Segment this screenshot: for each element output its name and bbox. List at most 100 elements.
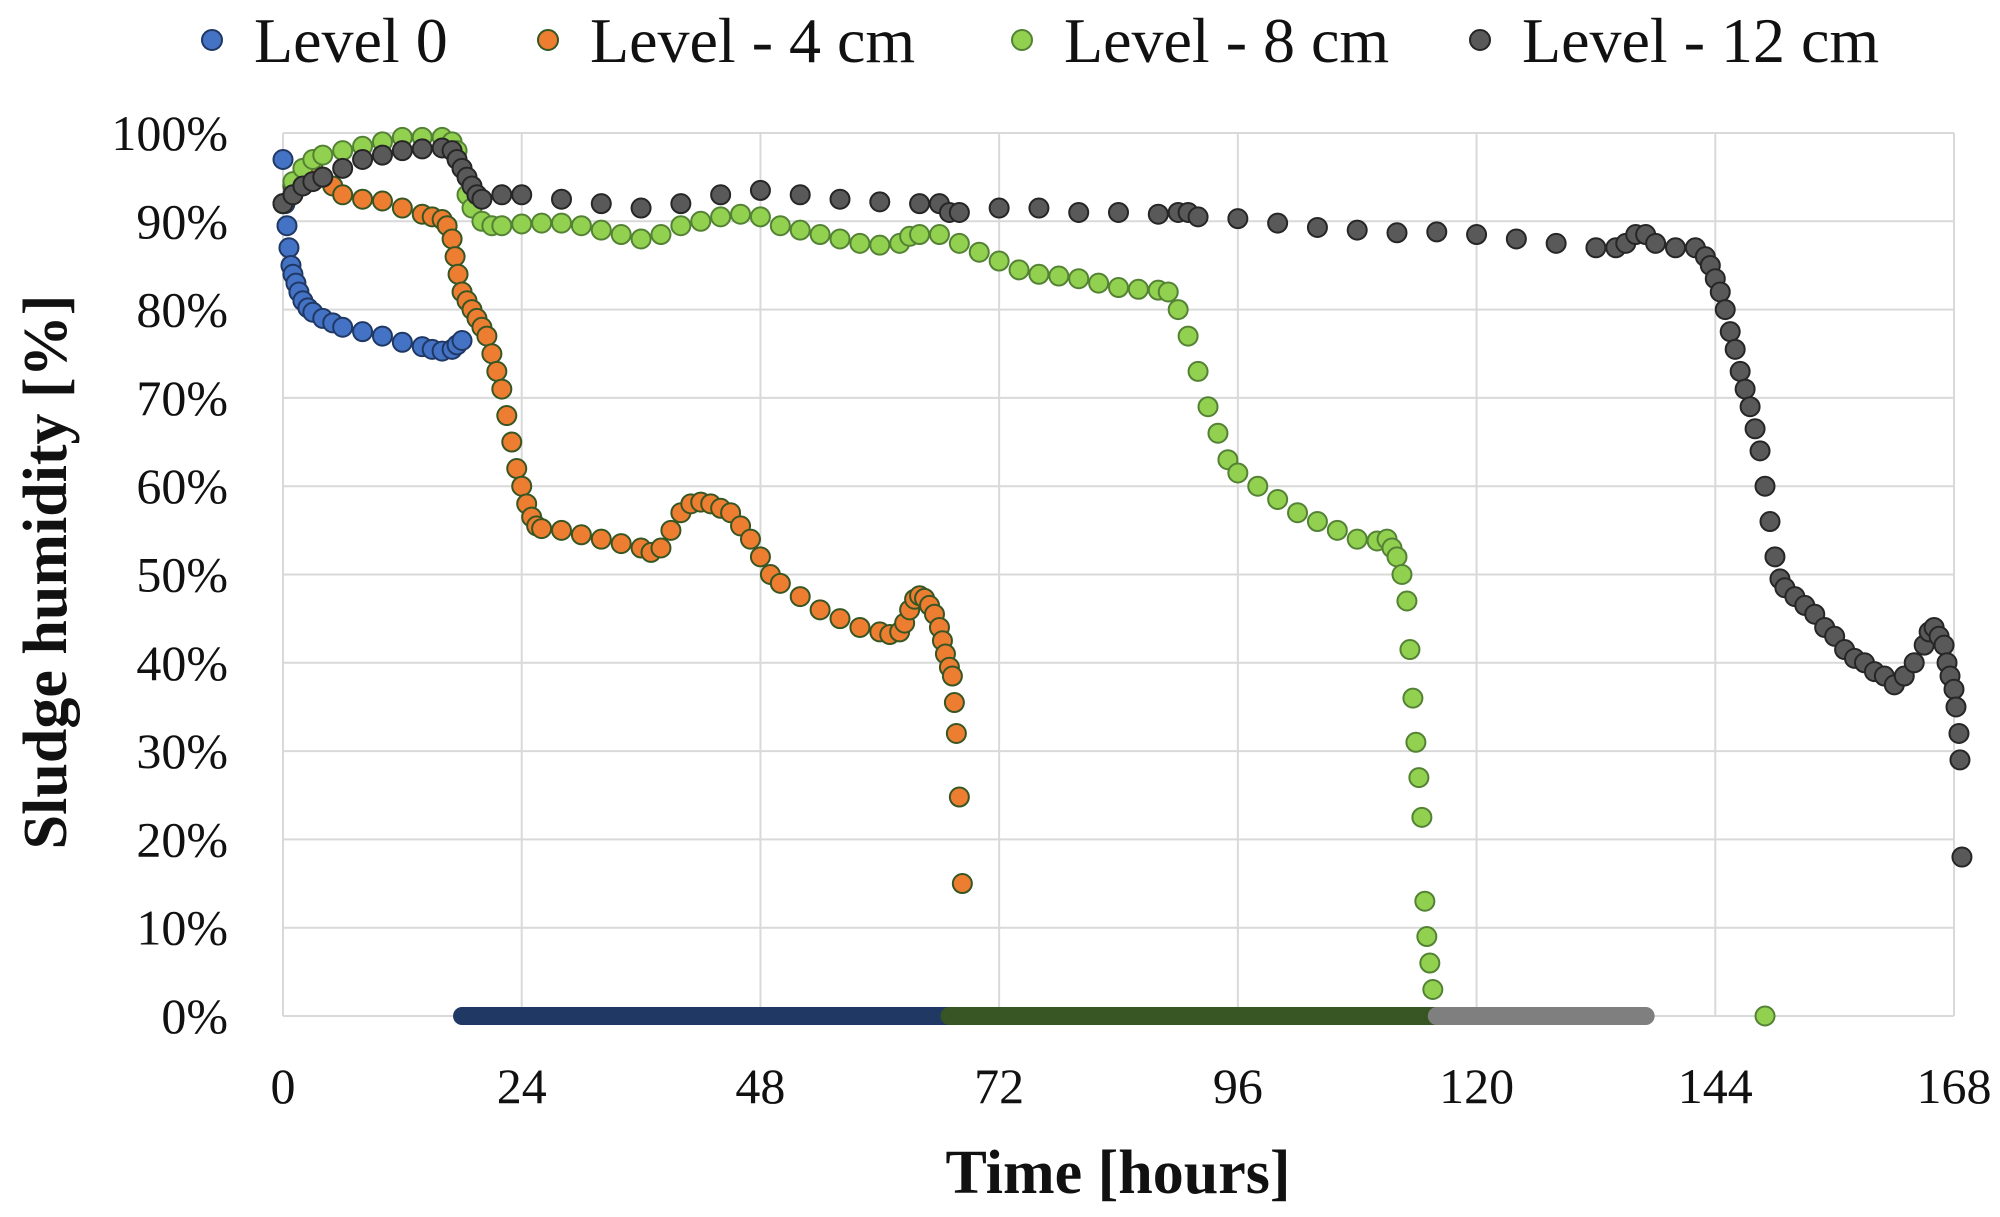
data-point [476, 325, 498, 347]
data-point [1724, 338, 1746, 360]
data-point [1744, 418, 1766, 440]
data-point [570, 215, 592, 237]
data-point [749, 206, 771, 228]
data-point [1665, 237, 1686, 259]
data-point [486, 360, 508, 382]
legend-label: Level - 8 cm [1064, 5, 1389, 76]
data-point [1267, 488, 1289, 510]
data-point [829, 228, 851, 250]
data-point [1903, 652, 1925, 674]
data-point [1227, 208, 1249, 230]
data-point [730, 203, 752, 225]
data-point [1287, 502, 1309, 524]
data-point [1227, 462, 1249, 484]
data-point [670, 193, 692, 215]
data-point [1391, 564, 1413, 585]
data-point [988, 197, 1010, 219]
data-point [610, 224, 632, 246]
x-tick-label: 144 [1678, 1058, 1753, 1114]
x-tick-label: 72 [974, 1058, 1024, 1114]
data-point [660, 519, 682, 541]
data-point [1386, 222, 1408, 244]
data-point [1405, 731, 1427, 753]
legend-label: Level - 4 cm [590, 5, 915, 76]
data-point [909, 193, 931, 215]
data-point [943, 692, 965, 714]
data-point [1951, 846, 1973, 868]
legend-label: Level - 12 cm [1522, 5, 1879, 76]
legend-item-level-8-cm: Level - 8 cm [1011, 5, 1389, 76]
x-tick-label: 48 [735, 1058, 785, 1114]
data-point [1399, 639, 1421, 661]
data-point [749, 546, 771, 568]
data-point [809, 224, 831, 246]
data-point [1187, 206, 1209, 228]
data-point [1754, 1005, 1776, 1027]
data-point [352, 321, 374, 343]
y-tick-label: 50% [136, 547, 228, 603]
data-point [1346, 219, 1368, 241]
data-point [951, 873, 973, 895]
data-point [551, 519, 572, 541]
data-point [710, 206, 732, 228]
data-point [1945, 696, 1967, 718]
data-point [945, 722, 967, 744]
data-point [1068, 201, 1090, 223]
data-point [332, 316, 354, 338]
data-point [391, 140, 413, 162]
data-point [1306, 216, 1328, 238]
data-point [1734, 378, 1756, 400]
legend-marker [201, 29, 223, 51]
data-point [670, 215, 692, 237]
data-point [1585, 237, 1607, 259]
data-point [391, 331, 413, 353]
data-point [829, 188, 851, 210]
data-point [928, 224, 950, 246]
data-point [1167, 299, 1189, 321]
x-axis-tick-labels: 0 24 48 72 96 120 144 168 [271, 1058, 1992, 1114]
x-tick-label: 24 [497, 1058, 547, 1114]
data-point [749, 179, 771, 201]
data-point [511, 213, 533, 235]
data-point [769, 572, 791, 594]
data-point [531, 212, 553, 234]
data-point [610, 533, 632, 555]
data-point [1933, 634, 1955, 656]
data-point [371, 144, 393, 166]
data-point [1759, 511, 1781, 533]
y-tick-label: 90% [136, 193, 228, 249]
data-point [471, 188, 493, 210]
legend-item-level-12-cm: Level - 12 cm [1469, 5, 1879, 76]
data-point [332, 140, 354, 162]
data-point [491, 378, 513, 400]
chart-legend: Level 0 Level - 4 cm Level - 8 cm Level - 1… [201, 5, 1879, 76]
data-point [496, 405, 518, 427]
data-point [1127, 278, 1149, 300]
data-point [1346, 528, 1368, 550]
chart-plot-area [272, 126, 1973, 1027]
data-point [590, 193, 612, 215]
data-point [1267, 212, 1289, 234]
data-point [1426, 221, 1448, 243]
data-point [1068, 268, 1090, 290]
y-tick-label: 20% [136, 811, 228, 867]
y-axis-tick-labels: 0% 10% 20% 30% 40% 50% 60% 70% 80% 90% 100% [111, 105, 228, 1044]
data-point [1147, 203, 1169, 225]
data-point [1187, 360, 1209, 382]
data-point [570, 524, 592, 546]
series-level-12-cm [272, 137, 1973, 1025]
legend-marker [537, 29, 559, 51]
data-point [1028, 263, 1050, 285]
data-point [551, 212, 572, 234]
data-point [312, 144, 334, 166]
data-point [1396, 590, 1418, 612]
data-point [789, 219, 811, 241]
data-point [312, 166, 334, 188]
data-point [511, 475, 533, 497]
data-point [272, 148, 294, 170]
data-point [1416, 926, 1438, 948]
data-point [352, 148, 374, 170]
data-point [551, 188, 572, 210]
legend-marker [1011, 29, 1033, 51]
